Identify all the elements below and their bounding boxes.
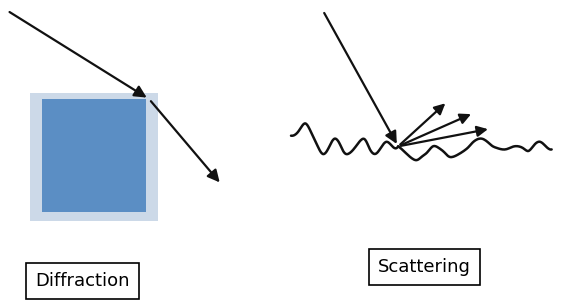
Bar (42, 99, 146, 212)
Text: Diffraction: Diffraction (36, 272, 130, 290)
Bar (30, 93, 158, 221)
Text: Scattering: Scattering (378, 258, 471, 276)
